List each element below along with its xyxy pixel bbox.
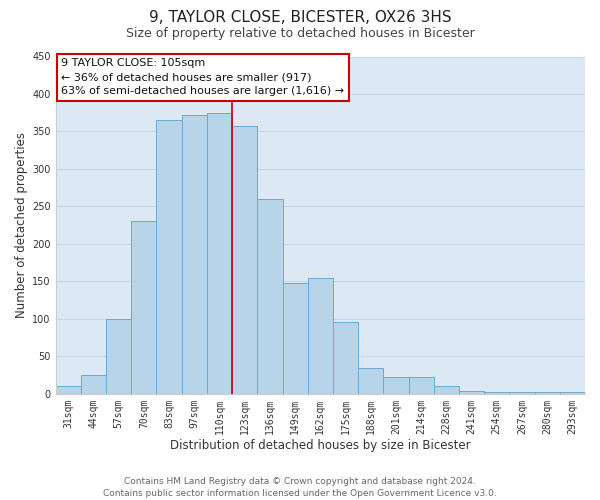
Bar	[358, 368, 383, 394]
Bar	[308, 278, 333, 394]
Bar	[257, 199, 283, 394]
X-axis label: Distribution of detached houses by size in Bicester: Distribution of detached houses by size …	[170, 440, 470, 452]
Bar	[232, 126, 257, 394]
Text: 9, TAYLOR CLOSE, BICESTER, OX26 3HS: 9, TAYLOR CLOSE, BICESTER, OX26 3HS	[149, 10, 451, 25]
Bar	[81, 375, 106, 394]
Bar	[560, 392, 585, 394]
Bar	[283, 283, 308, 394]
Bar	[434, 386, 459, 394]
Bar	[383, 378, 409, 394]
Bar	[207, 112, 232, 394]
Bar	[333, 322, 358, 394]
Text: Contains HM Land Registry data © Crown copyright and database right 2024.
Contai: Contains HM Land Registry data © Crown c…	[103, 476, 497, 498]
Bar	[484, 392, 509, 394]
Bar	[182, 115, 207, 394]
Bar	[106, 319, 131, 394]
Bar	[56, 386, 81, 394]
Text: 9 TAYLOR CLOSE: 105sqm
← 36% of detached houses are smaller (917)
63% of semi-de: 9 TAYLOR CLOSE: 105sqm ← 36% of detached…	[61, 58, 344, 96]
Bar	[509, 392, 535, 394]
Bar	[535, 392, 560, 394]
Y-axis label: Number of detached properties: Number of detached properties	[15, 132, 28, 318]
Bar	[459, 391, 484, 394]
Bar	[157, 120, 182, 394]
Text: Size of property relative to detached houses in Bicester: Size of property relative to detached ho…	[125, 28, 475, 40]
Bar	[409, 378, 434, 394]
Bar	[131, 222, 157, 394]
